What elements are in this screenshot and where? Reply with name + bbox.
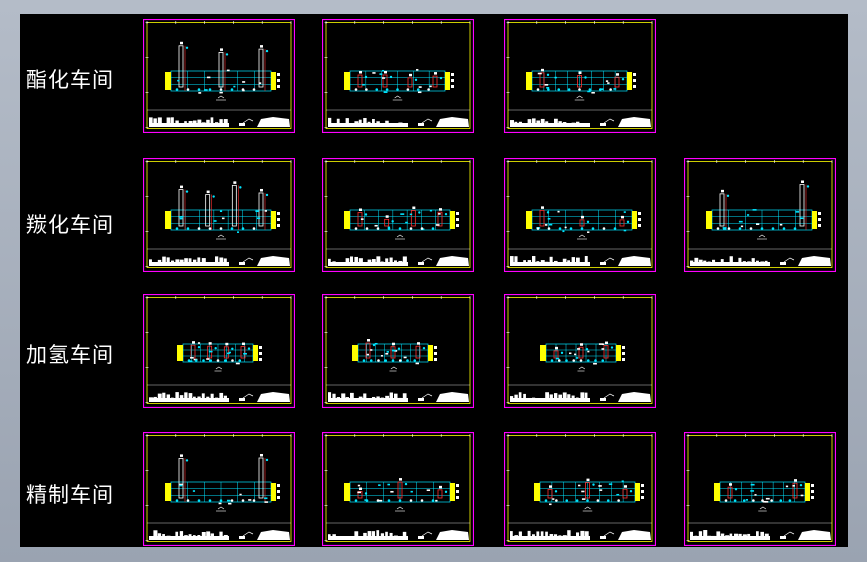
sheet-drawing — [504, 19, 656, 133]
drawing-sheet-r4-c4[interactable] — [684, 432, 836, 546]
sheet-drawing — [322, 432, 474, 546]
sheet-drawing — [143, 19, 295, 133]
sheet-drawing — [504, 158, 656, 272]
drawing-sheet-r3-c3[interactable] — [504, 294, 656, 408]
sheet-drawing — [684, 432, 836, 546]
drawing-sheet-r4-c1[interactable] — [143, 432, 295, 546]
sheet-drawing — [322, 19, 474, 133]
drawing-sheet-r2-c3[interactable] — [504, 158, 656, 272]
row-label-2: 羰化车间 — [26, 213, 114, 237]
row-label-4: 精制车间 — [26, 483, 114, 507]
drawing-sheet-r4-c2[interactable] — [322, 432, 474, 546]
sheet-drawing — [322, 294, 474, 408]
drawing-sheet-r2-c4[interactable] — [684, 158, 836, 272]
drawing-sheet-r3-c2[interactable] — [322, 294, 474, 408]
sheet-drawing — [684, 158, 836, 272]
drawing-sheet-r1-c2[interactable] — [322, 19, 474, 133]
sheet-drawing — [143, 158, 295, 272]
row-label-1: 酯化车间 — [26, 68, 114, 92]
drawing-sheet-r2-c2[interactable] — [322, 158, 474, 272]
cad-drawing-canvas: 酯化车间羰化车间加氢车间精制车间 — [20, 14, 848, 547]
sheet-drawing — [504, 294, 656, 408]
sheet-drawing — [143, 432, 295, 546]
drawing-sheet-r2-c1[interactable] — [143, 158, 295, 272]
drawing-sheet-r1-c3[interactable] — [504, 19, 656, 133]
sheet-drawing — [504, 432, 656, 546]
row-label-3: 加氢车间 — [26, 343, 114, 367]
drawing-sheet-r4-c3[interactable] — [504, 432, 656, 546]
sheet-drawing — [143, 294, 295, 408]
drawing-sheet-r3-c1[interactable] — [143, 294, 295, 408]
drawing-sheet-r1-c1[interactable] — [143, 19, 295, 133]
sheet-drawing — [322, 158, 474, 272]
